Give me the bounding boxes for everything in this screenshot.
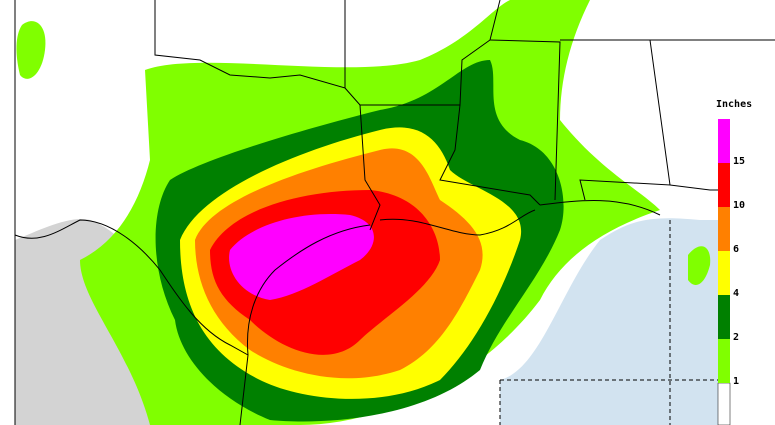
border-arkansas	[344, 0, 501, 106]
legend-swatch-none	[717, 382, 731, 425]
legend-swatch	[718, 251, 730, 295]
legend-swatch	[718, 163, 730, 207]
border-mexico	[14, 219, 249, 356]
legend-label: 6	[733, 244, 739, 255]
map	[14, 0, 775, 425]
borders	[14, 0, 775, 425]
legend-swatch	[718, 339, 730, 383]
gulf-grid	[499, 220, 718, 425]
rain-15	[229, 214, 374, 300]
legend-label: 10	[733, 200, 745, 211]
border-fl	[669, 184, 718, 191]
gulf	[500, 218, 718, 425]
coast-la	[379, 209, 536, 236]
rain-1-east	[688, 246, 711, 285]
legend-title: Inches	[716, 99, 752, 110]
rain-1-north	[16, 21, 46, 79]
legend-label: 4	[733, 288, 739, 299]
legend-swatch	[718, 207, 730, 251]
legend-swatch	[718, 295, 730, 339]
legend-label: 15	[733, 156, 745, 167]
legend-swatch	[718, 119, 730, 163]
legend: Inches 15 10 6 4 2 1	[716, 99, 752, 425]
coast-tx	[239, 224, 371, 425]
border-ms	[489, 39, 561, 201]
border-la-ms	[439, 104, 541, 206]
border-oklahoma	[154, 0, 346, 89]
border-tx-la	[359, 104, 381, 231]
coast-east	[539, 200, 661, 216]
legend-label: 2	[733, 332, 739, 343]
legend-label: 1	[733, 376, 739, 387]
